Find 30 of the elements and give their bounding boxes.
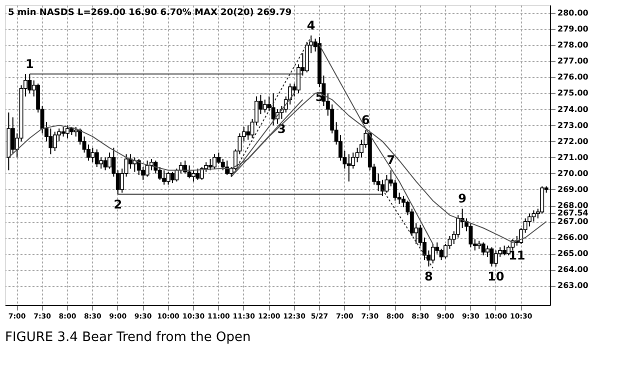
y-tick-label: 280.00 [558,8,589,18]
y-tick-label: 263.00 [558,281,589,290]
text: 11 [508,248,526,263]
y-tick-label: 276.00 [558,72,589,82]
y-tick-label: 265.00 [558,249,589,258]
text: 1 [26,56,34,71]
y-tick-label: 278.00 [558,40,589,50]
y-tick-label: 277.00 [558,56,589,66]
text: FIGURE 3.4 Bear Trend from the Open [5,330,251,345]
text: 7 [386,153,396,168]
y-tick-label: 268.00 [558,201,589,210]
y-tick-label: 274.00 [558,104,589,114]
text: 4 [306,18,316,32]
text: 10 [488,269,504,284]
y-tick-label: 264.00 [558,265,589,274]
y-tick-label: 271.00 [558,152,589,162]
y-tick-label: 272.00 [558,136,589,146]
y-tick-label: 270.00 [558,168,589,178]
text: 2 [114,197,122,212]
y-tick-label: 279.00 [558,24,589,34]
y-tick-label: 275.00 [558,88,589,98]
text: 9 [458,192,466,206]
y-tick-label: 267.54 [558,208,589,218]
text: 8 [424,269,433,284]
annotation: 5 min NASDS L=269.00 16.90 6.70% MAX 20(20) 269.79 [8,8,292,18]
y-tick-label: 266.00 [558,233,589,242]
text: 6 [362,113,370,128]
y-tick-label: 273.00 [558,120,589,130]
y-tick-label: 269.00 [558,184,589,194]
y-tick-label: 267.00 [558,217,589,226]
